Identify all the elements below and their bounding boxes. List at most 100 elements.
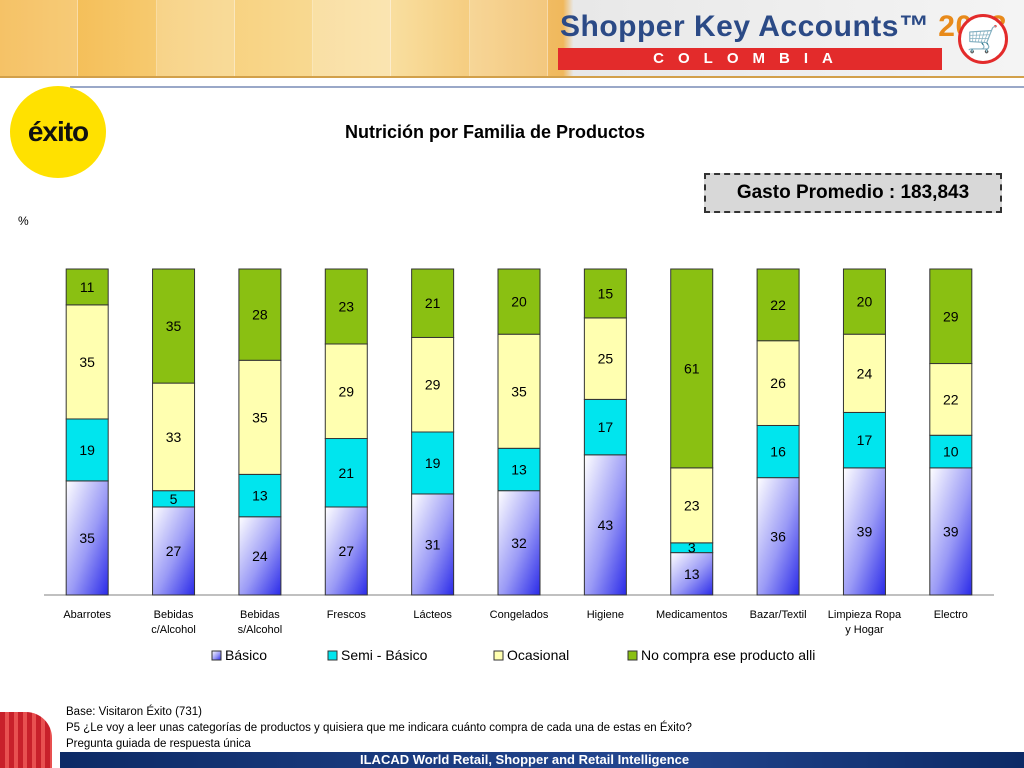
data-label: 11 [80, 279, 95, 295]
bar-segment [497, 333, 541, 449]
bar-segment [411, 431, 455, 495]
x-tick-label: Abarrotes [63, 609, 111, 621]
x-tick-label: Frescos [327, 609, 367, 621]
bar-segment [842, 333, 886, 413]
data-label: 35 [252, 409, 268, 425]
data-label: 21 [338, 465, 354, 481]
footer-base: Base: Visitaron Éxito (731) [66, 706, 202, 718]
bar-segment [497, 490, 541, 596]
bar-segment [324, 438, 368, 508]
data-label: 27 [166, 543, 182, 559]
data-label: 16 [770, 444, 786, 460]
data-label: 13 [511, 461, 527, 477]
bar-segment [324, 343, 368, 440]
bar-segment [842, 467, 886, 596]
bar-segment [756, 340, 800, 426]
bar-segment [238, 268, 282, 361]
data-label: 17 [857, 432, 873, 448]
bar-segment [670, 552, 714, 596]
page-title: Nutrición por Familia de Productos [344, 122, 646, 142]
data-label: 61 [684, 360, 700, 376]
data-label: 22 [770, 297, 786, 313]
data-label: 27 [338, 543, 354, 559]
bar-segment [65, 480, 109, 596]
bar-segment [65, 268, 109, 306]
bar-segment [929, 268, 973, 365]
data-label: 20 [857, 294, 873, 310]
bar-segment [756, 268, 800, 342]
x-tick-label: Electro [934, 609, 968, 621]
data-label: 23 [684, 497, 700, 513]
bar-segment [497, 447, 541, 492]
x-tick-label: y Hogar [845, 624, 884, 636]
legend-swatch [327, 650, 338, 661]
footer-band [60, 752, 1024, 768]
data-label: 36 [770, 528, 786, 544]
bar-segment [324, 506, 368, 596]
data-label: 22 [943, 391, 959, 407]
legend-entry: No compra ese producto alli [641, 647, 815, 663]
x-tick-label: Medicamentos [656, 609, 728, 621]
bar-segment [583, 268, 627, 319]
data-label: 15 [598, 285, 614, 301]
bar-segment [929, 467, 973, 596]
header-divider [70, 86, 1024, 88]
data-label: 13 [252, 488, 268, 504]
x-tick-label: s/Alcohol [238, 624, 283, 636]
shopping-cart-logo-icon: 🛒 [958, 14, 1008, 64]
data-label: 29 [425, 377, 441, 393]
x-tick-label: Lácteos [413, 609, 452, 621]
bar-segment [842, 268, 886, 335]
bar-segment [238, 359, 282, 475]
footer-question: P5 ¿Le voy a leer unas categorías de pro… [66, 722, 692, 734]
data-label: 28 [252, 307, 268, 323]
data-label: 21 [425, 295, 441, 311]
data-label: 20 [511, 294, 527, 310]
bar-segment [411, 268, 455, 338]
x-tick-label: Limpieza Ropa [828, 609, 902, 621]
data-label: 13 [684, 566, 700, 582]
bar-segment [152, 506, 196, 596]
bar-segment [238, 473, 282, 518]
bar-segment [670, 467, 714, 544]
brand-title: Shopper Key Accounts™ 2013 [560, 10, 1007, 44]
bar-segment [65, 418, 109, 482]
data-label: 39 [943, 523, 959, 539]
stacked-bar-chart: 35 19 35 11 Abarrotes 27 5 33 35 Bebidas c/Alcohol… [44, 268, 994, 663]
data-label: 19 [79, 442, 95, 458]
legend-swatch [211, 650, 222, 661]
x-tick-label: Congelados [490, 609, 549, 621]
data-label: 35 [511, 383, 527, 399]
y-axis-unit-label: % [18, 214, 29, 228]
legend-entry: Semi - Básico [341, 647, 428, 663]
bar-segment [842, 411, 886, 469]
data-label: 35 [79, 530, 95, 546]
footer-ilacad-logo [0, 712, 52, 768]
header-photo-strip [0, 0, 548, 76]
legend-swatch [627, 650, 638, 661]
data-label: 31 [425, 536, 441, 552]
x-tick-label: Higiene [587, 609, 624, 621]
data-label: 10 [943, 444, 959, 460]
bar-segment [411, 336, 455, 433]
footer-band-text: ILACAD World Retail, Shopper and Retail … [360, 752, 690, 767]
bar-segment [411, 493, 455, 596]
data-label: 24 [252, 548, 268, 564]
legend-entry: Básico [225, 647, 267, 663]
data-label: 5 [170, 491, 178, 507]
data-label: 24 [857, 365, 873, 381]
x-tick-label: Bebidas [240, 609, 280, 621]
exito-logo: éxito [10, 86, 106, 178]
bar-segment [152, 268, 196, 384]
data-label: 3 [688, 540, 696, 556]
bar-segment [65, 304, 109, 420]
data-label: 35 [166, 318, 182, 334]
footer-note: Pregunta guiada de respuesta única [66, 738, 251, 750]
bar-segment [324, 268, 368, 345]
data-label: 19 [425, 455, 441, 471]
country-banner: COLOMBIA [558, 48, 942, 70]
x-tick-label: c/Alcohol [151, 624, 196, 636]
header-band [0, 0, 1024, 78]
data-label: 23 [338, 298, 354, 314]
bar-segment [756, 477, 800, 596]
